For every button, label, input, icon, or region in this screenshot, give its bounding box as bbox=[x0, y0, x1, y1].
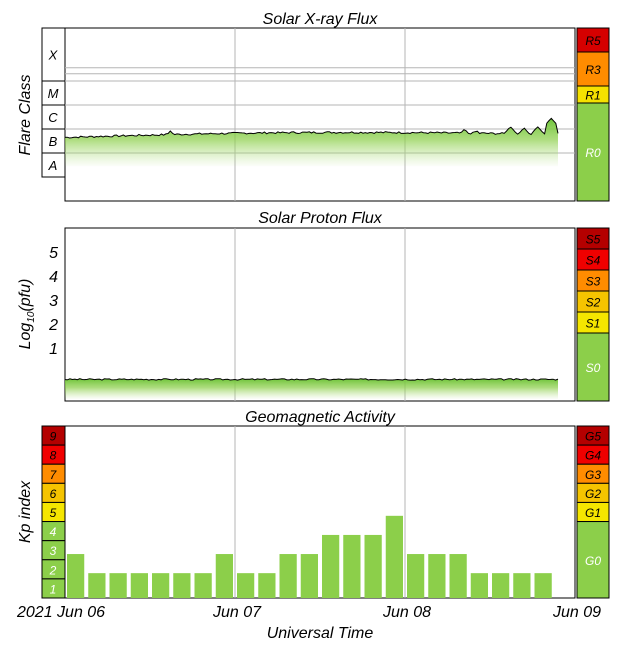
kp-bar bbox=[88, 573, 106, 598]
kp-bar bbox=[513, 573, 531, 598]
xray-flux-line bbox=[64, 117, 559, 139]
class-label-x: X bbox=[48, 48, 59, 63]
xray-title: Solar X-ray Flux bbox=[263, 11, 379, 28]
kp-bar bbox=[534, 573, 552, 598]
geo-title: Geomagnetic Activity bbox=[245, 409, 396, 426]
proton-y-ticks: 5 4 3 2 1 bbox=[48, 245, 58, 358]
kp-bar bbox=[300, 554, 318, 598]
kp-level-label-3: 3 bbox=[50, 544, 57, 558]
geo-plot-frame bbox=[64, 425, 576, 599]
xray-scale-r0 bbox=[576, 102, 610, 202]
kp-bar bbox=[470, 573, 488, 598]
kp-bar bbox=[407, 554, 425, 598]
kp-ylabel: Kp index bbox=[17, 480, 34, 543]
kp-bar bbox=[130, 573, 148, 598]
x-tick-label: 2021 Jun 06 bbox=[16, 604, 105, 621]
xray-plot-frame bbox=[64, 27, 576, 202]
proton-ytick-4: 4 bbox=[49, 269, 58, 286]
time-axis-ticks: 2021 Jun 06 Jun 07 Jun 08 Jun 09 bbox=[16, 604, 601, 621]
proton-scale-label-s5: S5 bbox=[586, 233, 601, 247]
xray-scale-label-r0: R0 bbox=[585, 146, 601, 160]
kp-level-label-9: 9 bbox=[50, 430, 57, 444]
proton-scale-label-s2: S2 bbox=[586, 296, 601, 310]
proton-scale-s0 bbox=[576, 332, 610, 402]
x-tick-label: Jun 07 bbox=[212, 604, 262, 621]
class-label-c: C bbox=[48, 110, 58, 125]
proton-scale-label-s3: S3 bbox=[586, 275, 601, 289]
kp-level-label-8: 8 bbox=[50, 449, 57, 463]
kp-bar bbox=[428, 554, 446, 598]
geo-scale-label-g2: G2 bbox=[585, 487, 601, 501]
kp-bar bbox=[194, 573, 212, 598]
xray-flux-area bbox=[65, 118, 558, 167]
proton-ytick-2: 2 bbox=[48, 317, 58, 334]
proton-ytick-1: 1 bbox=[49, 341, 58, 358]
proton-plot-frame bbox=[64, 227, 576, 402]
xray-scale-r5 bbox=[576, 27, 610, 53]
kp-bar bbox=[279, 554, 297, 598]
proton-scale-label-s4: S4 bbox=[586, 254, 601, 268]
kp-bar bbox=[152, 573, 170, 598]
xray-scale-label-r1: R1 bbox=[585, 89, 600, 103]
solar-radiation-scale: S5 S4 S3 S2 S1 S0 bbox=[576, 227, 610, 402]
geo-scale-label-g3: G3 bbox=[585, 468, 601, 482]
xray-ylabel: Flare Class bbox=[17, 75, 34, 156]
kp-level-label-5: 5 bbox=[50, 506, 57, 520]
kp-bar bbox=[215, 554, 233, 598]
class-label-m: M bbox=[48, 86, 59, 101]
proton-flux-area bbox=[65, 378, 558, 399]
kp-level-label-6: 6 bbox=[50, 487, 57, 501]
kp-bar bbox=[173, 573, 191, 598]
geomagnetic-panel: Geomagnetic Activity Kp index 987654321 … bbox=[16, 409, 610, 642]
x-axis-label: Universal Time bbox=[267, 625, 374, 642]
x-tick-label: Jun 08 bbox=[382, 604, 431, 621]
class-label-a: A bbox=[48, 158, 58, 173]
x-tick-label: Jun 09 bbox=[552, 604, 601, 621]
proton-ytick-5: 5 bbox=[49, 245, 58, 262]
kp-bar bbox=[67, 554, 85, 598]
proton-ylabel: Log10(pfu) bbox=[17, 279, 37, 350]
kp-bar bbox=[364, 534, 382, 598]
geo-scale-label-g4: G4 bbox=[585, 449, 601, 463]
kp-level-label-7: 7 bbox=[50, 468, 58, 482]
proton-scale-label-s1: S1 bbox=[586, 317, 601, 331]
proton-grid bbox=[234, 228, 406, 401]
radio-blackout-scale: R5 R3 R1 R0 bbox=[576, 27, 610, 202]
xray-scale-label-r3: R3 bbox=[585, 63, 601, 77]
proton-series bbox=[64, 378, 559, 399]
geo-scale-g0 bbox=[576, 521, 610, 599]
geo-scale-label-g1: G1 bbox=[585, 506, 601, 520]
class-label-b: B bbox=[49, 134, 58, 149]
kp-bar bbox=[258, 573, 276, 598]
kp-level-label-4: 4 bbox=[50, 525, 57, 539]
proton-title: Solar Proton Flux bbox=[258, 210, 383, 227]
geo-scale-label-g5: G5 bbox=[585, 430, 601, 444]
kp-bar bbox=[109, 573, 127, 598]
proton-ytick-3: 3 bbox=[49, 293, 58, 310]
kp-bar bbox=[237, 573, 255, 598]
xray-series bbox=[64, 117, 559, 167]
kp-bar bbox=[449, 554, 467, 598]
kp-level-label-2: 2 bbox=[49, 563, 57, 577]
xray-scale-label-r5: R5 bbox=[585, 34, 601, 48]
kp-level-column: 9 8 7 6 5 4 3 2 1 bbox=[41, 425, 66, 599]
proton-flux-line bbox=[64, 378, 559, 381]
kp-bar bbox=[343, 534, 361, 598]
geo-scale-label-g0: G0 bbox=[585, 554, 601, 568]
kp-bar bbox=[322, 534, 340, 598]
geomagnetic-storm-scale: G5 G4 G3 G2 G1 G0 bbox=[576, 425, 610, 599]
kp-bar bbox=[492, 573, 510, 598]
proton-scale-label-s0: S0 bbox=[586, 361, 601, 375]
geo-grid bbox=[234, 426, 406, 598]
kp-level-label-1: 1 bbox=[50, 582, 57, 596]
kp-bar bbox=[385, 515, 403, 598]
kp-bars bbox=[67, 515, 552, 598]
